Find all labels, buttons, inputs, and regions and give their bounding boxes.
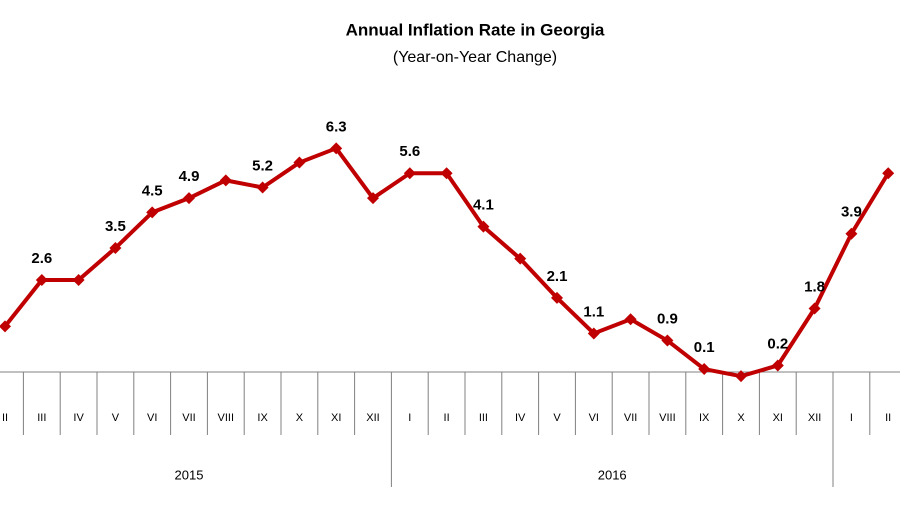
- point-marker: [771, 359, 784, 372]
- x-tick-label: X: [296, 412, 304, 424]
- data-label: 0.9: [657, 311, 678, 328]
- data-label: 3.9: [841, 204, 862, 221]
- point-marker: [514, 252, 527, 265]
- year-label: 2016: [598, 467, 627, 482]
- x-tick-label: VI: [147, 412, 157, 424]
- data-label: 1.8: [804, 278, 825, 295]
- point-marker: [183, 192, 195, 205]
- x-tick-label: III: [37, 412, 46, 424]
- point-marker: [293, 156, 306, 169]
- x-tick-label: XI: [331, 412, 341, 424]
- x-tick-label: IV: [515, 412, 526, 424]
- point-marker: [403, 167, 416, 180]
- x-tick-label: IX: [257, 412, 268, 424]
- point-marker: [109, 242, 122, 254]
- point-marker: [35, 274, 48, 287]
- data-label: 0.2: [767, 335, 788, 352]
- data-label: 4.5: [142, 182, 163, 199]
- point-marker: [661, 334, 674, 347]
- x-tick-label: II: [885, 412, 891, 424]
- data-label: 6.3: [326, 118, 347, 135]
- data-label: 1.1: [583, 303, 604, 320]
- point-marker: [624, 313, 637, 326]
- point-marker: [0, 320, 11, 333]
- data-label: 0.1: [694, 339, 715, 356]
- x-tick-label: IV: [73, 412, 84, 424]
- x-tick-label: VII: [624, 412, 637, 424]
- data-label: 2.1: [547, 268, 568, 285]
- x-tick-label: I: [408, 412, 411, 424]
- point-marker: [735, 370, 747, 383]
- x-tick-label: II: [444, 412, 450, 424]
- x-tick-label: XII: [808, 412, 821, 424]
- x-tick-label: V: [553, 412, 561, 424]
- x-tick-label: VIII: [218, 412, 235, 424]
- x-tick-label: III: [479, 412, 488, 424]
- point-marker: [330, 142, 343, 155]
- x-tick-label: VI: [589, 412, 599, 424]
- data-label: 3.5: [105, 218, 126, 235]
- chart-title: Annual Inflation Rate in Georgia: [346, 20, 605, 39]
- point-marker: [367, 192, 379, 205]
- point-marker: [477, 220, 490, 233]
- point-marker: [219, 174, 232, 187]
- x-tick-label: V: [112, 412, 120, 424]
- chart-subtitle: (Year-on-Year Change): [393, 49, 557, 66]
- point-marker: [551, 291, 563, 304]
- point-marker: [587, 327, 600, 340]
- data-label: 5.6: [399, 143, 420, 160]
- x-tick-label: X: [737, 412, 745, 424]
- data-label: 4.1: [473, 197, 494, 214]
- x-tick-label: XI: [773, 412, 783, 424]
- point-marker: [845, 227, 858, 240]
- series-line: [3, 146, 890, 379]
- point-marker: [440, 167, 453, 180]
- year-label: 2015: [175, 467, 204, 482]
- point-marker: [72, 274, 85, 287]
- data-label: 5.2: [252, 157, 273, 174]
- point-marker: [808, 302, 821, 315]
- data-label: 4.9: [179, 168, 200, 185]
- x-tick-label: I: [850, 412, 853, 424]
- x-tick-label: XII: [366, 412, 379, 424]
- x-tick-label: IX: [699, 412, 710, 424]
- point-marker: [698, 363, 711, 376]
- x-tick-label: VII: [182, 412, 195, 424]
- point-marker: [146, 206, 159, 219]
- data-label: 2.6: [31, 250, 52, 267]
- x-tick-label: II: [2, 412, 8, 424]
- x-tick-label: VIII: [659, 412, 676, 424]
- point-marker: [882, 167, 895, 180]
- point-marker: [256, 181, 269, 194]
